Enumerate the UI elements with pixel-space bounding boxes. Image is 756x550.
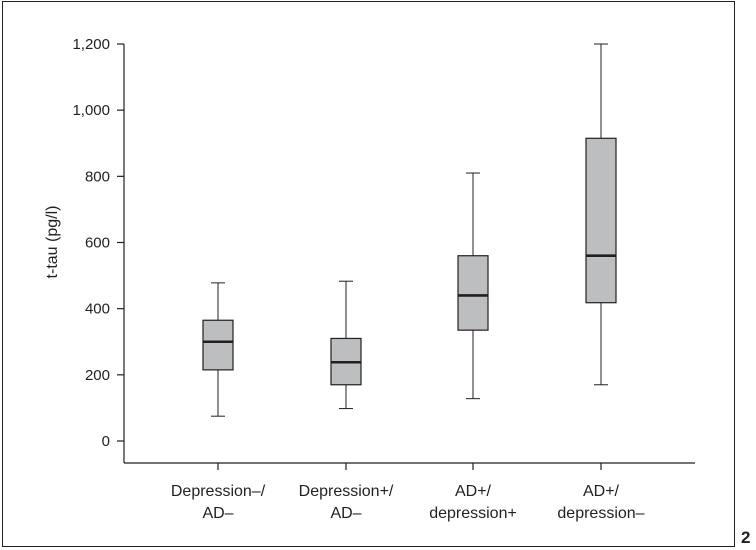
x-tick-label: Depression–/ xyxy=(171,483,266,500)
x-tick-label: depression+ xyxy=(429,505,517,522)
figure-number: 2 xyxy=(741,528,751,547)
box xyxy=(585,137,617,304)
chart-frame xyxy=(2,1,735,547)
y-tick-label: 200 xyxy=(85,367,110,384)
y-tick-label: 400 xyxy=(85,301,110,318)
y-tick-label: 800 xyxy=(85,168,110,185)
y-tick-label: 1,000 xyxy=(72,102,110,119)
box xyxy=(457,255,489,331)
y-tick-label: 1,200 xyxy=(72,36,110,53)
x-tick-label: Depression+/ xyxy=(299,483,394,500)
x-tick-label: AD– xyxy=(330,505,361,522)
y-tick-label: 600 xyxy=(85,235,110,252)
y-axis-title: t-tau (pg/l) xyxy=(44,206,61,279)
box xyxy=(202,319,234,371)
x-tick-label: AD+/ xyxy=(455,483,492,500)
x-tick-label: depression– xyxy=(557,505,644,522)
x-tick-label: AD+/ xyxy=(583,483,620,500)
y-tick-label: 0 xyxy=(102,433,110,450)
x-tick-label: AD– xyxy=(202,505,233,522)
box-plot: 0 200 400 600 800 1,000 1,200 t-tau (pg/l) Depre… xyxy=(44,36,695,522)
